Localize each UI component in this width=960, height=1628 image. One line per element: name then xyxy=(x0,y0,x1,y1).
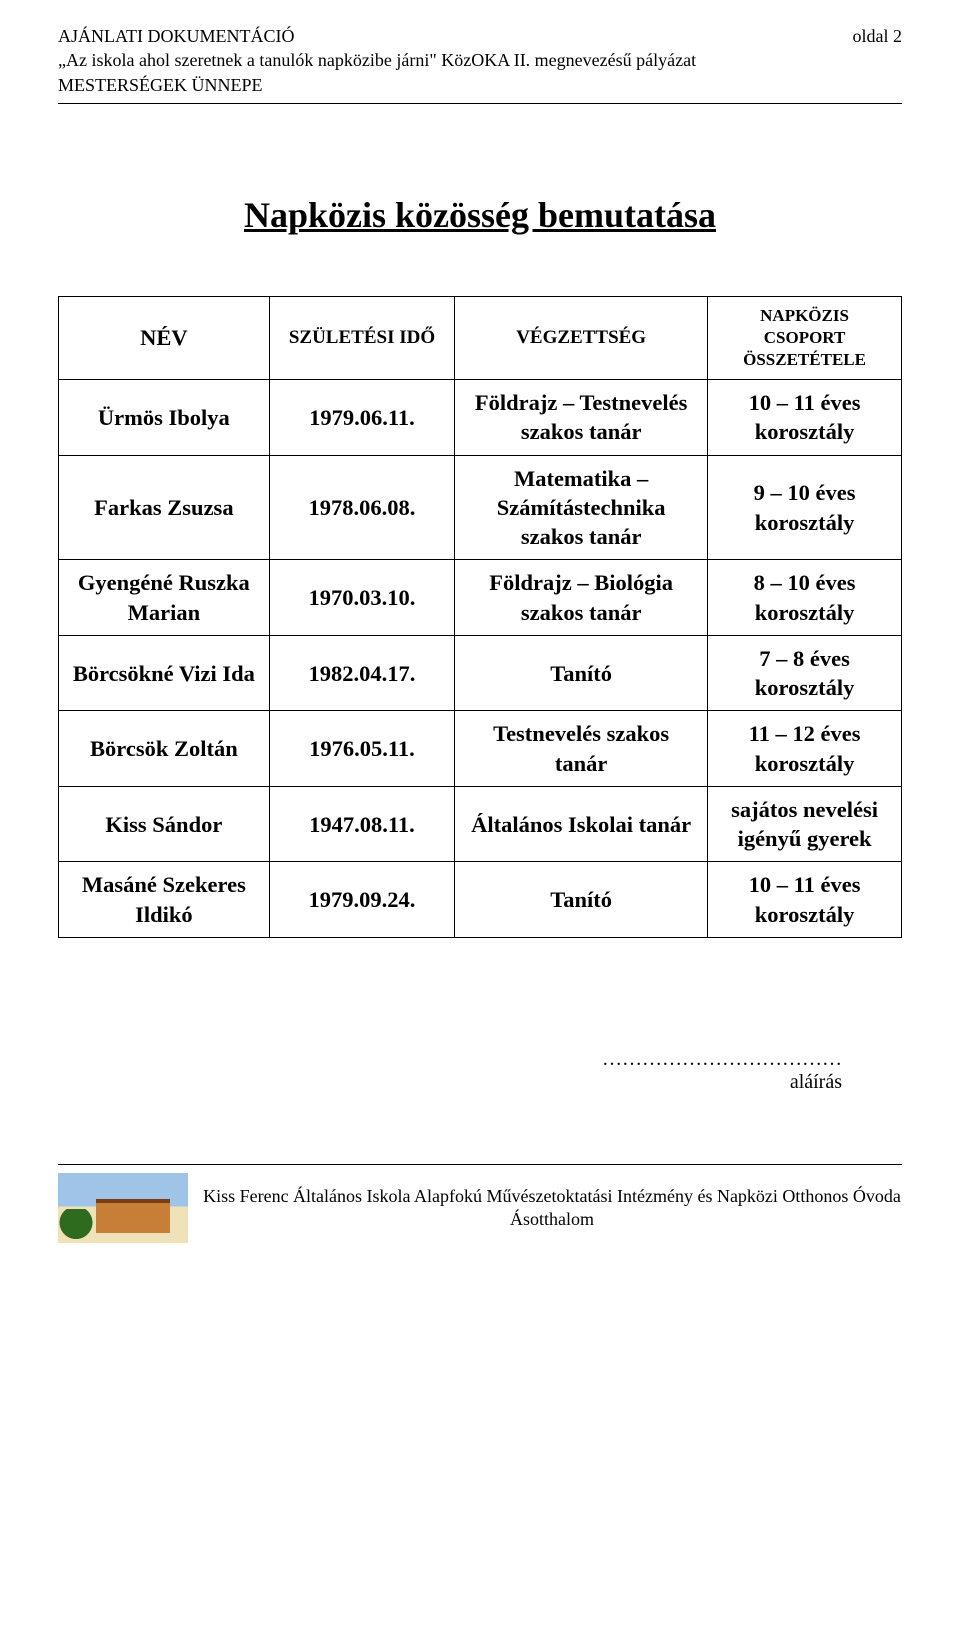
cell-nev: Börcsök Zoltán xyxy=(59,711,270,787)
cell-vegz: Tanító xyxy=(455,635,708,711)
cell-vegz: Matematika – Számítástechnika szakos tan… xyxy=(455,455,708,560)
cell-nev: Farkas Zsuzsa xyxy=(59,455,270,560)
cell-csop: 9 – 10 éves korosztály xyxy=(708,455,902,560)
cell-ido: 1979.06.11. xyxy=(269,380,454,456)
footer-line2: Ásotthalom xyxy=(202,1208,902,1231)
main-title: Napközis közösség bemutatása xyxy=(58,194,902,236)
cell-ido: 1970.03.10. xyxy=(269,560,454,636)
cell-csop: 8 – 10 éves korosztály xyxy=(708,560,902,636)
cell-nev: Ürmös Ibolya xyxy=(59,380,270,456)
cell-csop: 11 – 12 éves korosztály xyxy=(708,711,902,787)
cell-nev: Kiss Sándor xyxy=(59,786,270,862)
table-row: Börcsök Zoltán 1976.05.11. Testnevelés s… xyxy=(59,711,902,787)
page-number: oldal 2 xyxy=(833,24,903,48)
col-header-vegz: VÉGZETTSÉG xyxy=(455,296,708,379)
footer-line1: Kiss Ferenc Általános Iskola Alapfokú Mű… xyxy=(202,1185,902,1208)
table-row: Ürmös Ibolya 1979.06.11. Földrajz – Test… xyxy=(59,380,902,456)
table-body: Ürmös Ibolya 1979.06.11. Földrajz – Test… xyxy=(59,380,902,938)
cell-vegz: Földrajz – Testnevelés szakos tanár xyxy=(455,380,708,456)
cell-ido: 1979.09.24. xyxy=(269,862,454,938)
cell-csop: sajátos nevelési igényű gyerek xyxy=(708,786,902,862)
table-row: Börcsökné Vizi Ida 1982.04.17. Tanító 7 … xyxy=(59,635,902,711)
cell-csop: 10 – 11 éves korosztály xyxy=(708,380,902,456)
cell-vegz: Tanító xyxy=(455,862,708,938)
table-row: Masáné Szekeres Ildikó 1979.09.24. Tanít… xyxy=(59,862,902,938)
cell-ido: 1978.06.08. xyxy=(269,455,454,560)
signature-label: aláírás xyxy=(58,1071,842,1094)
signature-block: ……………………………… aláírás xyxy=(58,1048,902,1094)
footer-rule xyxy=(58,1164,902,1165)
cell-nev: Gyengéné Ruszka Marian xyxy=(59,560,270,636)
cell-ido: 1982.04.17. xyxy=(269,635,454,711)
table-header-row: NÉV SZÜLETÉSI IDŐ VÉGZETTSÉG NAPKÖZIS CS… xyxy=(59,296,902,379)
footer-image-icon xyxy=(58,1173,188,1243)
col-header-ido: SZÜLETÉSI IDŐ xyxy=(269,296,454,379)
header-line3: MESTERSÉGEK ÜNNEPE xyxy=(58,73,696,97)
cell-csop: 7 – 8 éves korosztály xyxy=(708,635,902,711)
col-header-csop: NAPKÖZIS CSOPORT ÖSSZETÉTELE xyxy=(708,296,902,379)
header-left: AJÁNLATI DOKUMENTÁCIÓ „Az iskola ahol sz… xyxy=(58,24,696,97)
cell-nev: Masáné Szekeres Ildikó xyxy=(59,862,270,938)
header-line2: „Az iskola ahol szeretnek a tanulók napk… xyxy=(58,48,696,72)
cell-ido: 1947.08.11. xyxy=(269,786,454,862)
cell-vegz: Általános Iskolai tanár xyxy=(455,786,708,862)
header-line1: AJÁNLATI DOKUMENTÁCIÓ xyxy=(58,24,696,48)
table-row: Gyengéné Ruszka Marian 1970.03.10. Földr… xyxy=(59,560,902,636)
footer-text: Kiss Ferenc Általános Iskola Alapfokú Mű… xyxy=(202,1185,902,1232)
col-header-nev: NÉV xyxy=(59,296,270,379)
signature-dots: ……………………………… xyxy=(58,1048,842,1071)
cell-csop: 10 – 11 éves korosztály xyxy=(708,862,902,938)
header-rule xyxy=(58,103,902,104)
cell-nev: Börcsökné Vizi Ida xyxy=(59,635,270,711)
cell-vegz: Földrajz – Biológia szakos tanár xyxy=(455,560,708,636)
staff-table: NÉV SZÜLETÉSI IDŐ VÉGZETTSÉG NAPKÖZIS CS… xyxy=(58,296,902,938)
header: AJÁNLATI DOKUMENTÁCIÓ „Az iskola ahol sz… xyxy=(58,24,902,97)
cell-ido: 1976.05.11. xyxy=(269,711,454,787)
footer: Kiss Ferenc Általános Iskola Alapfokú Mű… xyxy=(58,1173,902,1243)
cell-vegz: Testnevelés szakos tanár xyxy=(455,711,708,787)
page-root: AJÁNLATI DOKUMENTÁCIÓ „Az iskola ahol sz… xyxy=(0,0,960,1283)
table-row: Kiss Sándor 1947.08.11. Általános Iskola… xyxy=(59,786,902,862)
table-row: Farkas Zsuzsa 1978.06.08. Matematika – S… xyxy=(59,455,902,560)
